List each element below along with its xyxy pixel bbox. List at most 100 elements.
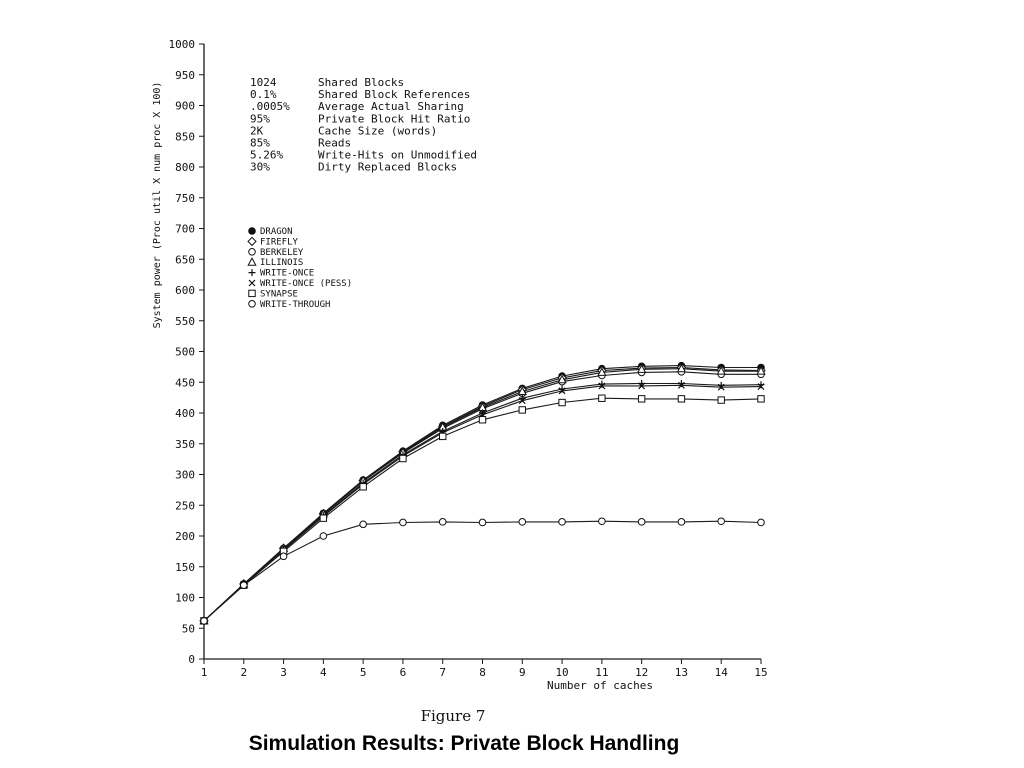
- y-tick-label: 850: [175, 130, 195, 143]
- parameter-label: Write-Hits on Unmodified: [318, 149, 477, 162]
- x-axis-label: Number of caches: [547, 679, 653, 692]
- y-tick-label: 950: [175, 69, 195, 82]
- data-point: [637, 518, 646, 526]
- legend-marker: [247, 257, 257, 266]
- y-tick-label: 300: [175, 469, 195, 482]
- slide-caption: Simulation Results: Private Block Handli…: [248, 732, 680, 755]
- series-line: [203, 397, 762, 622]
- data-point: [439, 432, 447, 441]
- data-point: [478, 416, 487, 424]
- x-tick-label: 8: [479, 666, 486, 679]
- parameter-label: Shared Blocks: [318, 76, 404, 89]
- x-tick-label: 6: [400, 666, 407, 679]
- parameter-value: 2K: [250, 124, 264, 137]
- parameter-label: Cache Size (words): [318, 124, 437, 137]
- y-tick-label: 0: [188, 653, 195, 666]
- parameter-value: 95%: [250, 112, 270, 125]
- series-illinois: [199, 363, 766, 625]
- legend-entry: BERKELEY: [260, 248, 304, 258]
- parameter-value: .0005%: [250, 100, 290, 113]
- data-point: [678, 381, 685, 389]
- data-point: [757, 518, 765, 527]
- data-point: [717, 517, 726, 526]
- parameter-label: Dirty Replaced Blocks: [318, 161, 457, 174]
- parameter-annotation: 1024 Shared Blocks 0.1% Shared Block Refere…: [250, 76, 477, 174]
- legend-entry: ILLINOIS: [260, 258, 303, 268]
- y-tick-label: 150: [175, 561, 195, 574]
- data-point: [597, 367, 607, 376]
- data-point: [518, 397, 526, 405]
- x-tick-label: 2: [240, 666, 247, 679]
- parameter-label: Reads: [318, 137, 351, 150]
- data-point: [676, 363, 687, 373]
- parameter-value: 0.1%: [250, 88, 277, 101]
- x-tick-label: 3: [280, 666, 287, 679]
- data-point: [557, 374, 567, 384]
- data-point: [399, 518, 407, 527]
- legend-marker: [248, 289, 256, 298]
- data-point: [319, 514, 328, 522]
- data-point: [637, 395, 646, 403]
- y-tick-label: 50: [182, 622, 195, 635]
- parameter-label: Private Block Hit Ratio: [318, 112, 470, 125]
- data-point: [677, 395, 686, 403]
- series-write-through: [200, 517, 765, 625]
- parameter-label: Average Actual Sharing: [318, 100, 464, 113]
- x-tick-label: 10: [555, 666, 568, 679]
- data-point: [677, 518, 686, 526]
- y-axis-label: System power (Proc util X num proc X 100…: [152, 82, 163, 329]
- legend-marker: [248, 227, 256, 235]
- legend-entry: WRITE-THROUGH: [260, 300, 330, 310]
- data-point: [598, 517, 606, 526]
- y-tick-label: 600: [175, 284, 195, 297]
- data-point: [558, 518, 566, 526]
- series-write-once-pess: [200, 381, 765, 625]
- x-tick-label: 15: [754, 666, 767, 679]
- parameter-value: 85%: [250, 137, 270, 150]
- data-point: [637, 364, 647, 373]
- parameter-value: 5.26%: [250, 149, 283, 162]
- legend-marker: [248, 269, 256, 277]
- data-point: [716, 366, 726, 375]
- legend-marker: [248, 300, 256, 308]
- data-point: [279, 552, 288, 561]
- data-point: [638, 382, 646, 390]
- x-tick-label: 12: [635, 666, 648, 679]
- y-tick-label: 1000: [169, 38, 196, 51]
- x-tick-label: 13: [675, 666, 688, 679]
- x-tick-label: 1: [201, 666, 208, 679]
- x-tick-label: 14: [715, 666, 729, 679]
- data-point: [518, 518, 527, 526]
- series-layer: [199, 361, 766, 626]
- data-point: [717, 396, 725, 404]
- legend-marker: [248, 279, 256, 287]
- y-tick-label: 900: [175, 100, 195, 113]
- legend-marker: [248, 248, 256, 256]
- data-point: [438, 518, 447, 526]
- y-tick-label: 550: [175, 315, 195, 328]
- data-point: [359, 483, 367, 491]
- data-point: [757, 383, 765, 390]
- data-point: [717, 383, 725, 391]
- y-tick-label: 650: [175, 253, 195, 266]
- y-tick-label: 500: [175, 346, 195, 359]
- y-tick-label: 350: [175, 438, 195, 451]
- x-tick-label: 4: [320, 666, 327, 679]
- legend-marker: [247, 236, 257, 247]
- data-point: [756, 366, 766, 375]
- legend-entry: WRITE-ONCE (PESS): [260, 279, 352, 289]
- y-tick-label: 700: [175, 223, 195, 236]
- y-tick-label: 200: [175, 530, 195, 543]
- series-synapse: [200, 394, 765, 625]
- data-point: [558, 398, 566, 407]
- data-point: [359, 520, 367, 529]
- data-point: [200, 617, 208, 625]
- x-tick-label: 9: [519, 666, 526, 679]
- data-point: [517, 386, 527, 395]
- chart-axes: [203, 44, 761, 660]
- data-point: [558, 387, 566, 395]
- legend-entry: FIREFLY: [260, 237, 299, 247]
- data-point: [518, 406, 526, 414]
- legend-entry: SYNAPSE: [260, 289, 298, 299]
